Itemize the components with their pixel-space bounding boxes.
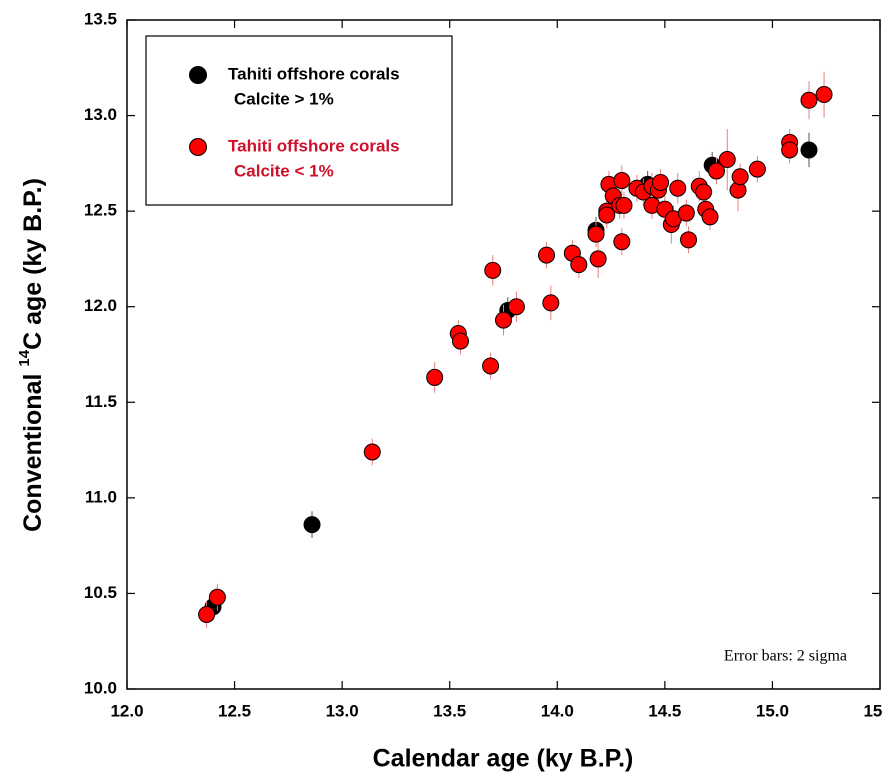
x-tick-label: 14.0 bbox=[541, 701, 574, 720]
legend-label: Tahiti offshore corals bbox=[228, 64, 400, 83]
y-axis-label-part: Conventional bbox=[19, 367, 47, 532]
y-tick-label: 12.0 bbox=[84, 296, 117, 315]
point bbox=[303, 516, 321, 534]
point bbox=[615, 196, 633, 214]
point bbox=[484, 261, 502, 279]
point bbox=[669, 179, 687, 197]
point bbox=[680, 231, 698, 249]
point bbox=[495, 311, 512, 329]
point bbox=[718, 151, 736, 169]
point bbox=[677, 204, 695, 222]
y-tick-label: 13.5 bbox=[84, 9, 117, 28]
plot-frame bbox=[126, 19, 881, 690]
x-tick-label: 15.0 bbox=[756, 701, 789, 720]
y-axis-label-part: C age (ky B.P.) bbox=[19, 178, 47, 350]
x-tick-label: 12.5 bbox=[218, 701, 251, 720]
point bbox=[482, 357, 500, 375]
y-tick-label: 12.5 bbox=[84, 201, 117, 220]
point bbox=[800, 91, 818, 109]
point bbox=[815, 86, 833, 104]
y-tick-label: 13.0 bbox=[84, 105, 117, 124]
x-tick-label: 13.0 bbox=[326, 701, 359, 720]
point bbox=[589, 250, 607, 268]
x-tick-label: 14.5 bbox=[648, 701, 681, 720]
legend-sublabel: Calcite < 1% bbox=[234, 161, 334, 180]
point bbox=[542, 294, 560, 312]
point bbox=[587, 225, 605, 243]
point bbox=[507, 298, 525, 316]
legend-box bbox=[145, 35, 453, 206]
x-tick-label: 15.5 bbox=[863, 701, 883, 720]
legend-marker bbox=[189, 66, 207, 84]
point bbox=[208, 588, 226, 606]
y-tick-label: 11.5 bbox=[85, 392, 117, 411]
x-tick-label: 13.5 bbox=[433, 701, 466, 720]
point bbox=[748, 160, 766, 178]
point bbox=[781, 141, 799, 159]
point bbox=[695, 183, 713, 201]
point bbox=[570, 256, 588, 274]
y-axis-label: Conventional 14C age (ky B.P.) bbox=[16, 178, 47, 532]
annotation: Error bars: 2 sigma bbox=[724, 648, 847, 665]
point bbox=[701, 208, 719, 226]
point bbox=[426, 368, 444, 386]
point bbox=[451, 332, 469, 350]
point bbox=[538, 246, 556, 264]
legend-marker bbox=[189, 138, 207, 156]
point bbox=[363, 443, 381, 461]
point bbox=[707, 162, 725, 180]
point bbox=[613, 172, 631, 190]
point bbox=[652, 173, 670, 191]
legend-label: Tahiti offshore corals bbox=[228, 136, 400, 155]
y-tick-label: 11.0 bbox=[85, 487, 117, 506]
point bbox=[800, 141, 818, 159]
point bbox=[731, 168, 749, 186]
x-axis-label: Calendar age (ky B.P.) bbox=[373, 745, 634, 773]
point bbox=[598, 206, 616, 224]
y-tick-label: 10.5 bbox=[84, 583, 117, 602]
point bbox=[613, 233, 631, 251]
y-axis-label-superscript: 14 bbox=[16, 349, 33, 366]
point bbox=[198, 605, 216, 623]
legend-sublabel: Calcite > 1% bbox=[234, 89, 334, 108]
y-tick-label: 10.0 bbox=[84, 678, 117, 697]
x-tick-label: 12.0 bbox=[110, 701, 143, 720]
